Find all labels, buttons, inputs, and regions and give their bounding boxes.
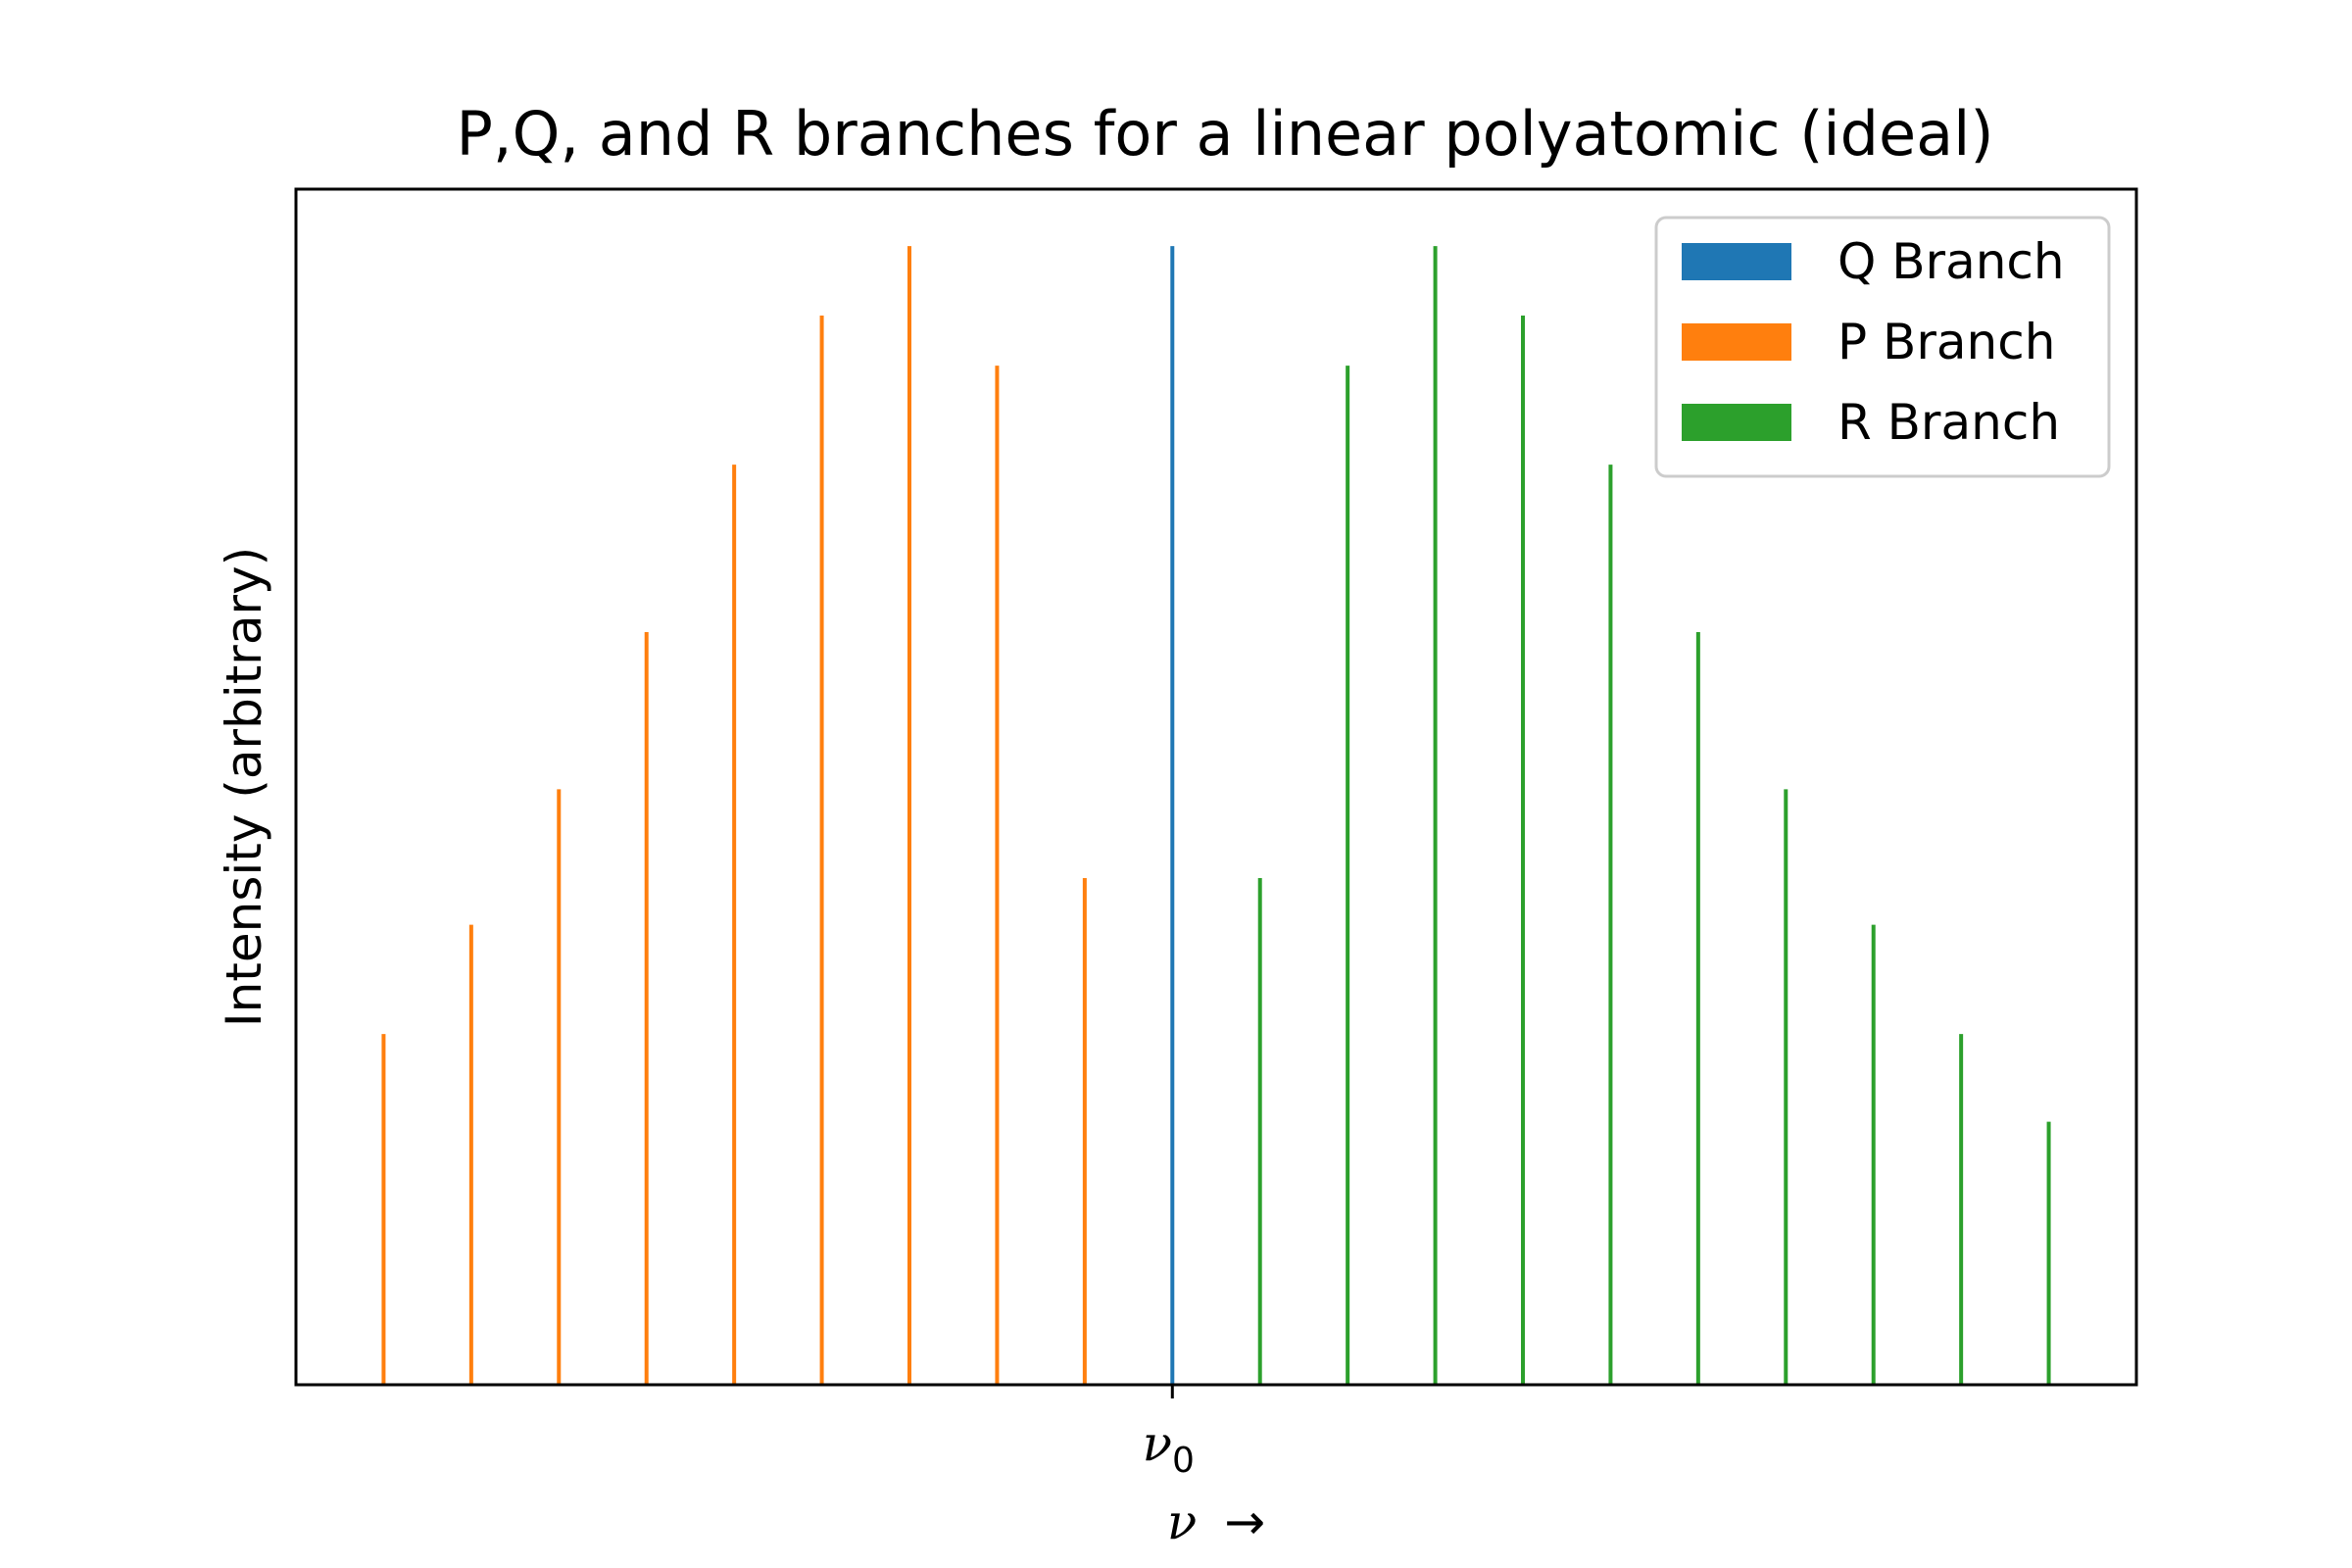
x-tick-label-0: ν0 bbox=[1143, 1415, 1195, 1481]
legend: Q Branch P Branch R Branch bbox=[1654, 216, 2111, 478]
x-ticks: ν0 bbox=[1143, 1385, 1195, 1481]
x-axis-arrow: → bbox=[1224, 1494, 1265, 1550]
x-axis-label: ν → bbox=[1167, 1494, 1265, 1550]
plot-frame bbox=[294, 187, 2138, 1387]
x-axis-symbol: ν bbox=[1167, 1494, 1197, 1550]
legend-swatch-1 bbox=[1682, 323, 1791, 361]
legend-swatch-0 bbox=[1682, 243, 1791, 280]
legend-label-2: R Branch bbox=[1838, 394, 2060, 451]
y-axis-label: Intensity (arbitrary) bbox=[216, 547, 272, 1027]
legend-swatch-2 bbox=[1682, 404, 1791, 441]
bars-layer bbox=[381, 246, 2051, 1385]
chart-title: P,Q, and R branches for a linear polyato… bbox=[456, 98, 1993, 170]
legend-label-0: Q Branch bbox=[1838, 233, 2065, 290]
legend-label-1: P Branch bbox=[1838, 314, 2055, 370]
